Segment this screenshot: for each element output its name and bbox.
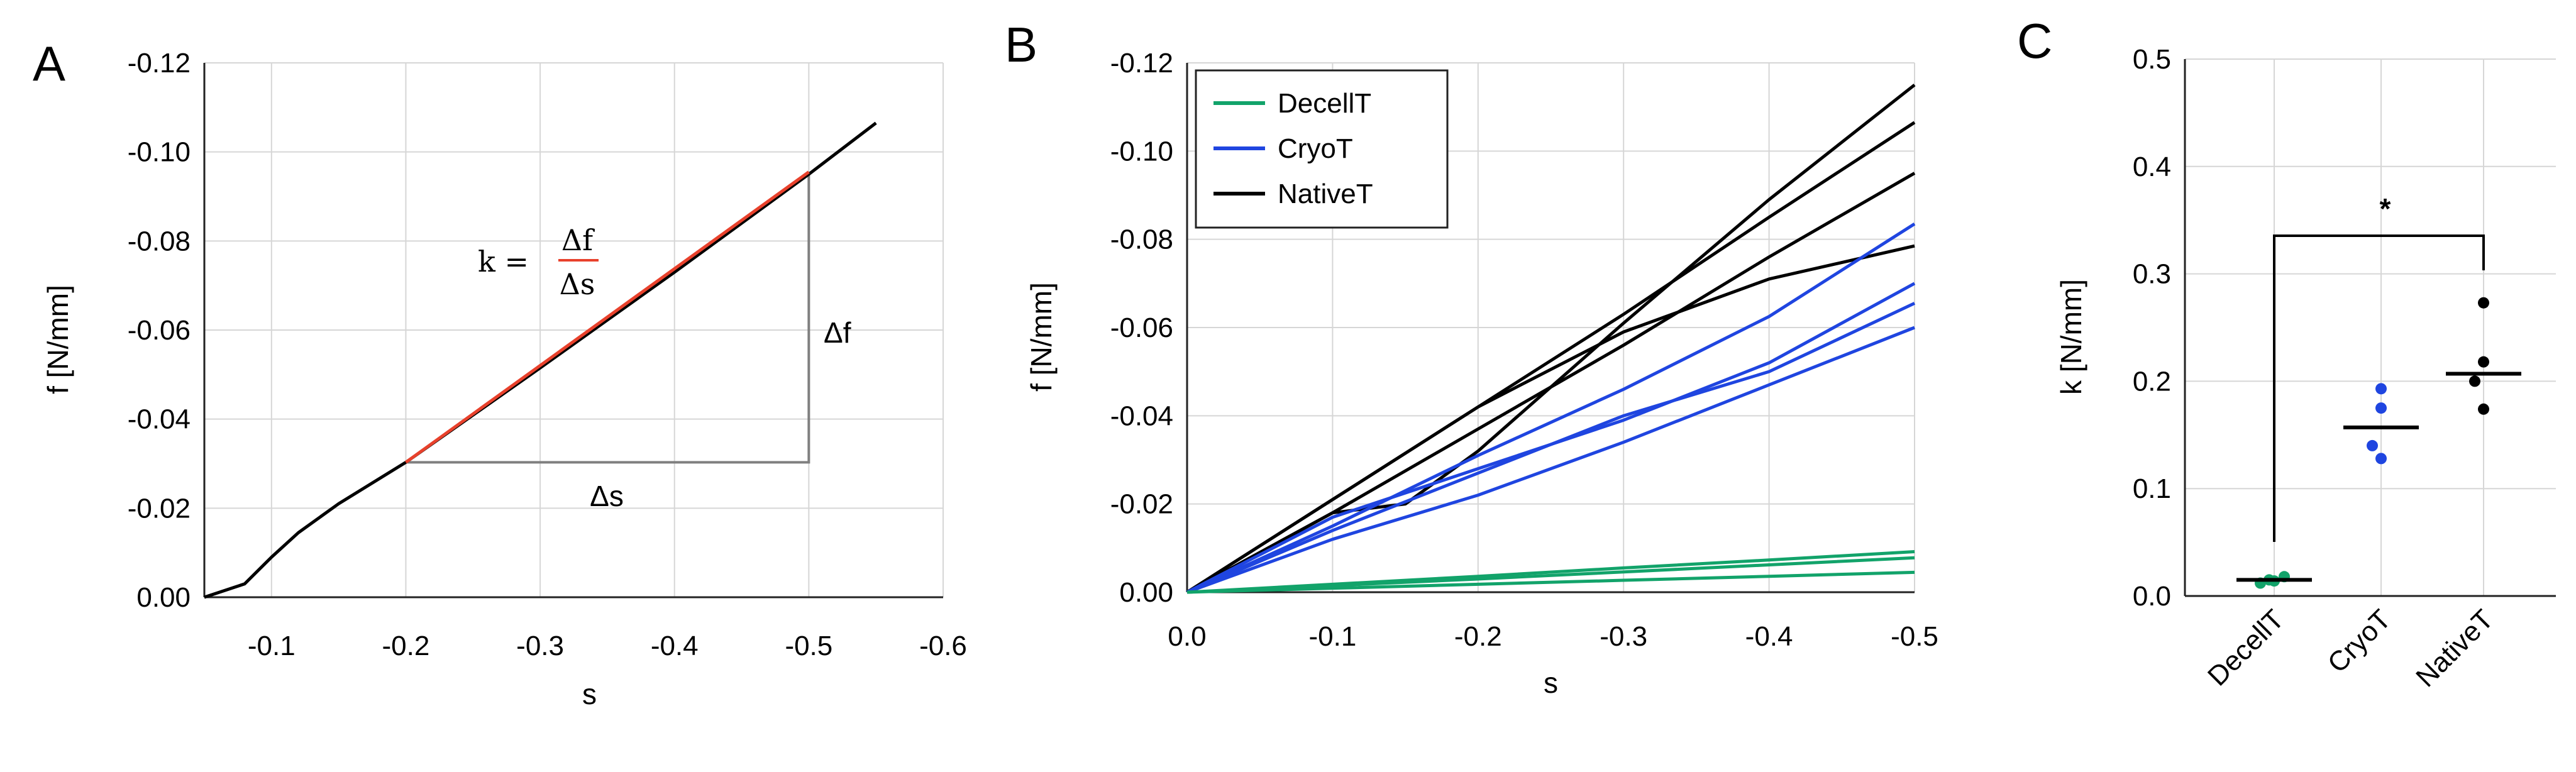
a-y-tick-label: -0.12	[128, 48, 191, 79]
c-x-tick-label: DecellT	[2202, 604, 2290, 692]
b-series-line-decellt	[1186, 556, 1915, 594]
c-x-tick-label: CryoT	[2322, 604, 2397, 678]
a-x-axis-label: s	[582, 678, 597, 710]
b-x-tick-label: -0.4	[1745, 621, 1793, 652]
panel-letter-a: A	[33, 36, 65, 91]
c-significance-bracket	[2273, 234, 2485, 542]
b-series-line-nativet	[1186, 172, 1916, 594]
a-y-tick-label: -0.10	[128, 137, 191, 168]
c-data-point-nativet	[2478, 356, 2489, 368]
panel-letter-b: B	[1005, 17, 1037, 72]
a-x-tick-label: -0.2	[382, 631, 430, 661]
c-y-tick-label: 0.5	[2133, 44, 2171, 75]
c-data-point-nativet	[2469, 375, 2480, 387]
a-y-tick-label: -0.04	[128, 404, 191, 435]
c-y-tick-label: 0.3	[2133, 259, 2171, 290]
b-series-line-cryot	[1186, 302, 1916, 594]
a-x-tick-label: -0.5	[785, 631, 832, 661]
panel-letter-c: C	[2017, 13, 2052, 69]
c-data-point-nativet	[2478, 403, 2489, 415]
panel-a-chart: 0.00 -0.02 -0.04 -0.06 -0.08 -0.10 -0.12 -0.1 -0…	[41, 48, 967, 710]
c-significance-star: *	[2380, 192, 2391, 225]
c-data-point-nativet	[2478, 297, 2489, 309]
c-y-tick-label: 0.1	[2133, 473, 2171, 504]
b-legend-label: NativeT	[1278, 179, 1373, 209]
a-x-tick-label: -0.4	[651, 631, 699, 661]
b-y-tick-label: 0.00	[1119, 577, 1173, 608]
c-y-tick-label: 0.2	[2133, 366, 2171, 397]
a-curve-line	[204, 121, 877, 599]
a-y-tick-label: -0.02	[128, 493, 191, 524]
b-y-axis-label: f [N/mm]	[1025, 282, 1058, 392]
a-y-tick-label: -0.08	[128, 226, 191, 256]
b-y-tick-label: -0.08	[1110, 224, 1173, 255]
panel-c-chart: 0.0 0.1 0.2 0.3 0.4 0.5 k [N/mm] DecellT CryoT Na…	[2055, 44, 2556, 693]
b-legend-box	[1195, 69, 1449, 229]
a-k-equals: k =	[478, 245, 529, 278]
b-series-line-cryot	[1186, 326, 1915, 594]
c-data-point-cryot	[2375, 453, 2387, 465]
c-y-tick-label: 0.4	[2133, 152, 2171, 182]
b-legend-label: CryoT	[1278, 133, 1353, 164]
a-x-tick-label: -0.1	[248, 631, 296, 661]
c-y-axis-label: k [N/mm]	[2055, 279, 2087, 395]
b-y-tick-label: -0.10	[1110, 136, 1173, 167]
a-y-tick-label: -0.06	[128, 315, 191, 346]
a-x-tick-label: -0.3	[516, 631, 564, 661]
c-data-point-cryot	[2375, 402, 2387, 414]
c-x-tick-label: NativeT	[2410, 604, 2499, 693]
b-series-line-cryot	[1186, 222, 1916, 594]
a-delta-s-label: Δs	[590, 480, 624, 512]
a-delta-f-label: Δf	[824, 316, 851, 349]
b-y-tick-label: -0.04	[1110, 400, 1173, 431]
b-series-line-decellt	[1186, 570, 1915, 594]
b-x-tick-label: -0.2	[1454, 621, 1502, 652]
a-slope-triangle	[406, 172, 810, 464]
b-x-tick-label: 0.0	[1168, 621, 1206, 652]
a-k-numerator: Δf	[561, 223, 595, 257]
a-y-axis-label: f [N/mm]	[41, 285, 74, 394]
a-x-tick-label: -0.6	[919, 631, 967, 661]
b-x-tick-label: -0.1	[1308, 621, 1356, 652]
b-y-tick-label: -0.12	[1110, 48, 1173, 79]
b-legend-label: DecellT	[1278, 88, 1371, 119]
b-y-tick-label: -0.06	[1110, 312, 1173, 343]
a-linear-fit-line	[404, 170, 810, 464]
b-y-tick-label: -0.02	[1110, 489, 1173, 520]
b-x-tick-label: -0.3	[1600, 621, 1647, 652]
a-y-tick-label: 0.00	[136, 582, 191, 613]
panel-b-chart: 0.00 -0.02 -0.04 -0.06 -0.08 -0.10 -0.12 0.0 -0.…	[1025, 48, 1938, 699]
b-series-line-nativet	[1186, 244, 1915, 594]
c-data-point-cryot	[2375, 383, 2387, 395]
b-x-axis-label: s	[1544, 666, 1558, 699]
c-data-point-cryot	[2367, 439, 2378, 451]
b-x-tick-label: -0.5	[1891, 621, 1938, 652]
a-k-denominator: Δs	[560, 267, 595, 301]
c-y-tick-label: 0.0	[2133, 581, 2171, 612]
